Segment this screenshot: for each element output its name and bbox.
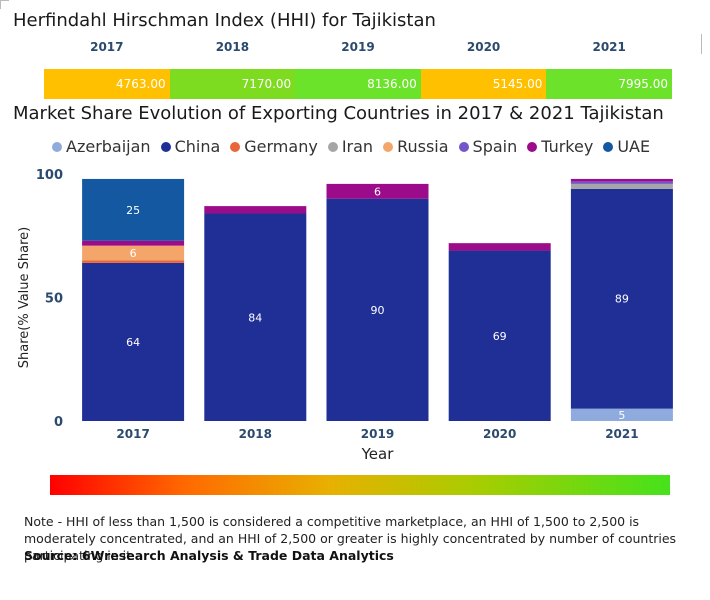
legend-item[interactable]: China [160,137,221,156]
hhi-year: 2019 [341,40,375,54]
bar-segment [570,178,673,182]
x-tick-label: 2019 [361,427,394,441]
note-text: Note - HHI of less than 1,500 is conside… [24,514,677,563]
data-label: 6 [130,247,137,260]
hhi-year: 2018 [215,40,250,54]
bar-segment [448,250,551,421]
legend-item[interactable]: UAE [603,137,650,156]
legend-item[interactable]: Germany [230,137,318,156]
legend-dot-icon [603,141,614,152]
legend-label: Russia [397,137,449,156]
x-tick-label: 2020 [483,427,516,441]
bar-segment [326,183,429,199]
hhi-year: 2020 [466,40,501,54]
x-tick-label: 2021 [605,427,638,441]
bar-segment [570,183,673,189]
legend-label: China [174,137,221,156]
legend-label: Iran [341,137,374,156]
x-axis-label: Year [361,445,395,463]
hhi-year: 2017 [90,40,124,54]
y-tick-label: 100 [36,168,63,183]
data-label: 25 [126,204,140,217]
data-label: 5 [618,409,625,422]
bar-segment [570,188,673,409]
bar-segment [82,260,185,263]
legend-dot-icon [458,141,469,152]
bar-segment [204,206,307,214]
data-label: 90 [371,304,385,317]
bar-segment [82,178,185,241]
legend-label: Germany [244,137,318,156]
legend-item[interactable]: Azerbaijan [52,137,151,156]
data-label: 6 [374,185,381,198]
corner-frame-right [695,34,702,54]
bar-segment [82,240,185,246]
hhi-value-cell: 7995.00 [546,69,672,99]
legend-item[interactable]: Iran [327,137,374,156]
y-tick-label: 0 [54,415,63,430]
hhi-table: 2017 2018 2019 2020 2021 4763.00 7170.00… [44,40,672,99]
legend-label: Turkey [541,137,594,156]
bar-segment [204,213,307,421]
chart-legend: Azerbaijan China Germany Iran Russia Spa… [52,137,650,156]
bar-segment [448,243,551,251]
bar-segment [570,408,673,421]
legend-item[interactable]: Turkey [527,137,593,156]
hhi-year-row: 2017 2018 2019 2020 2021 [44,40,672,60]
bar-segment [82,262,185,421]
hhi-color-scale [50,475,670,495]
data-label: 89 [615,293,629,306]
data-label: 64 [126,336,140,349]
legend-label: Azerbaijan [66,137,151,156]
hhi-title: Herfindahl Hirschman Index (HHI) for Taj… [13,10,436,31]
legend-label: UAE [617,137,651,156]
source-text: Source: 6Wresearch Analysis & Trade Data… [24,548,394,563]
legend-dot-icon [327,141,338,152]
hhi-value-cell: 4763.00 [44,69,170,99]
hhi-value-cell: 8136.00 [295,69,421,99]
hhi-value-row: 4763.00 7170.00 8136.00 5145.00 7995.00 [44,69,672,99]
legend-dot-icon [527,141,538,152]
bar-segment [326,198,429,421]
legend-item[interactable]: Spain [458,137,518,156]
hhi-value-cell: 7170.00 [169,69,296,99]
hhi-value-cell: 5145.00 [420,69,547,99]
data-label: 84 [248,311,262,324]
legend-dot-icon [383,141,394,152]
corner-frame [0,0,9,9]
hhi-year: 2021 [592,40,626,54]
legend-label: Spain [472,137,518,156]
x-tick-label: 2018 [239,427,272,441]
chart-title: Market Share Evolution of Exporting Coun… [13,103,664,124]
bar-segment [570,181,673,184]
bar-segment [82,245,185,261]
x-tick-label: 2017 [116,427,149,441]
legend-item[interactable]: Russia [383,137,449,156]
legend-dot-icon [52,141,62,152]
y-axis-label: Share(% Value Share) [17,227,32,369]
y-tick-label: 50 [45,292,63,307]
legend-dot-icon [160,141,171,152]
stacked-bar-chart: 0 50 100 Share(% Value Share) 64 6 25 2017 84 201… [17,168,673,463]
data-label: 69 [493,330,507,343]
legend-dot-icon [230,141,241,152]
